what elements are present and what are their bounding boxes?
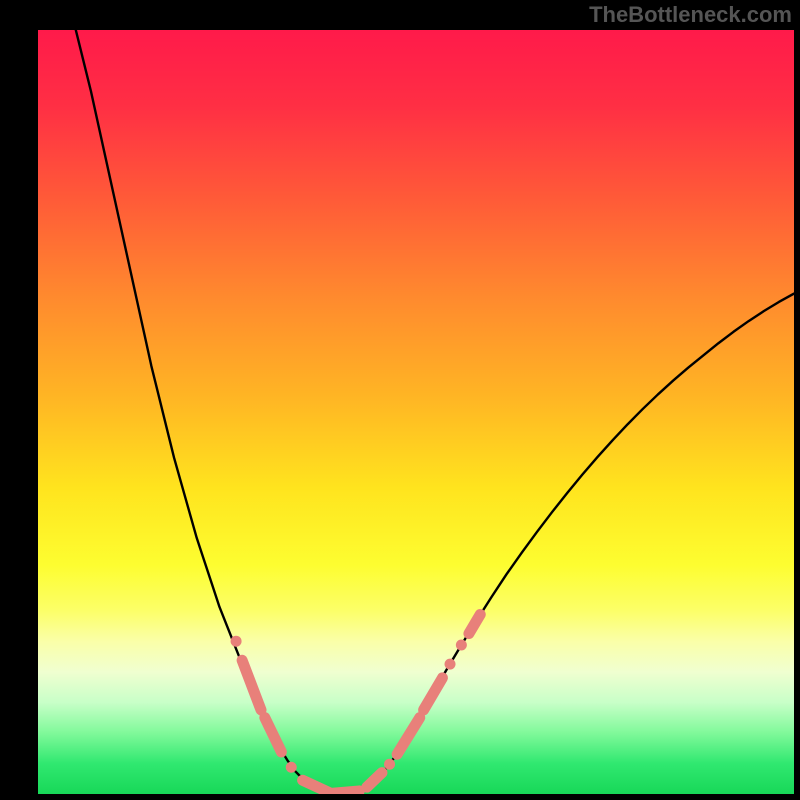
curve-layer (38, 30, 794, 794)
plot-area (38, 30, 794, 794)
bead-capsule (242, 660, 261, 710)
bead-round (456, 640, 467, 651)
bead-round (231, 636, 242, 647)
bead-capsule (469, 614, 480, 633)
curve-path (340, 294, 794, 794)
bead-round (384, 759, 395, 770)
chart-frame: TheBottleneck.com (0, 0, 800, 800)
bead-round (286, 762, 297, 773)
bead-capsule (333, 791, 359, 793)
bead-capsule (367, 773, 382, 788)
bead-capsule (397, 718, 420, 755)
curve-path (76, 30, 341, 794)
bead-capsule (303, 780, 329, 792)
bead-round (445, 659, 456, 670)
watermark-text: TheBottleneck.com (589, 2, 792, 28)
bead-capsule (265, 718, 282, 752)
bead-capsule (424, 678, 443, 710)
